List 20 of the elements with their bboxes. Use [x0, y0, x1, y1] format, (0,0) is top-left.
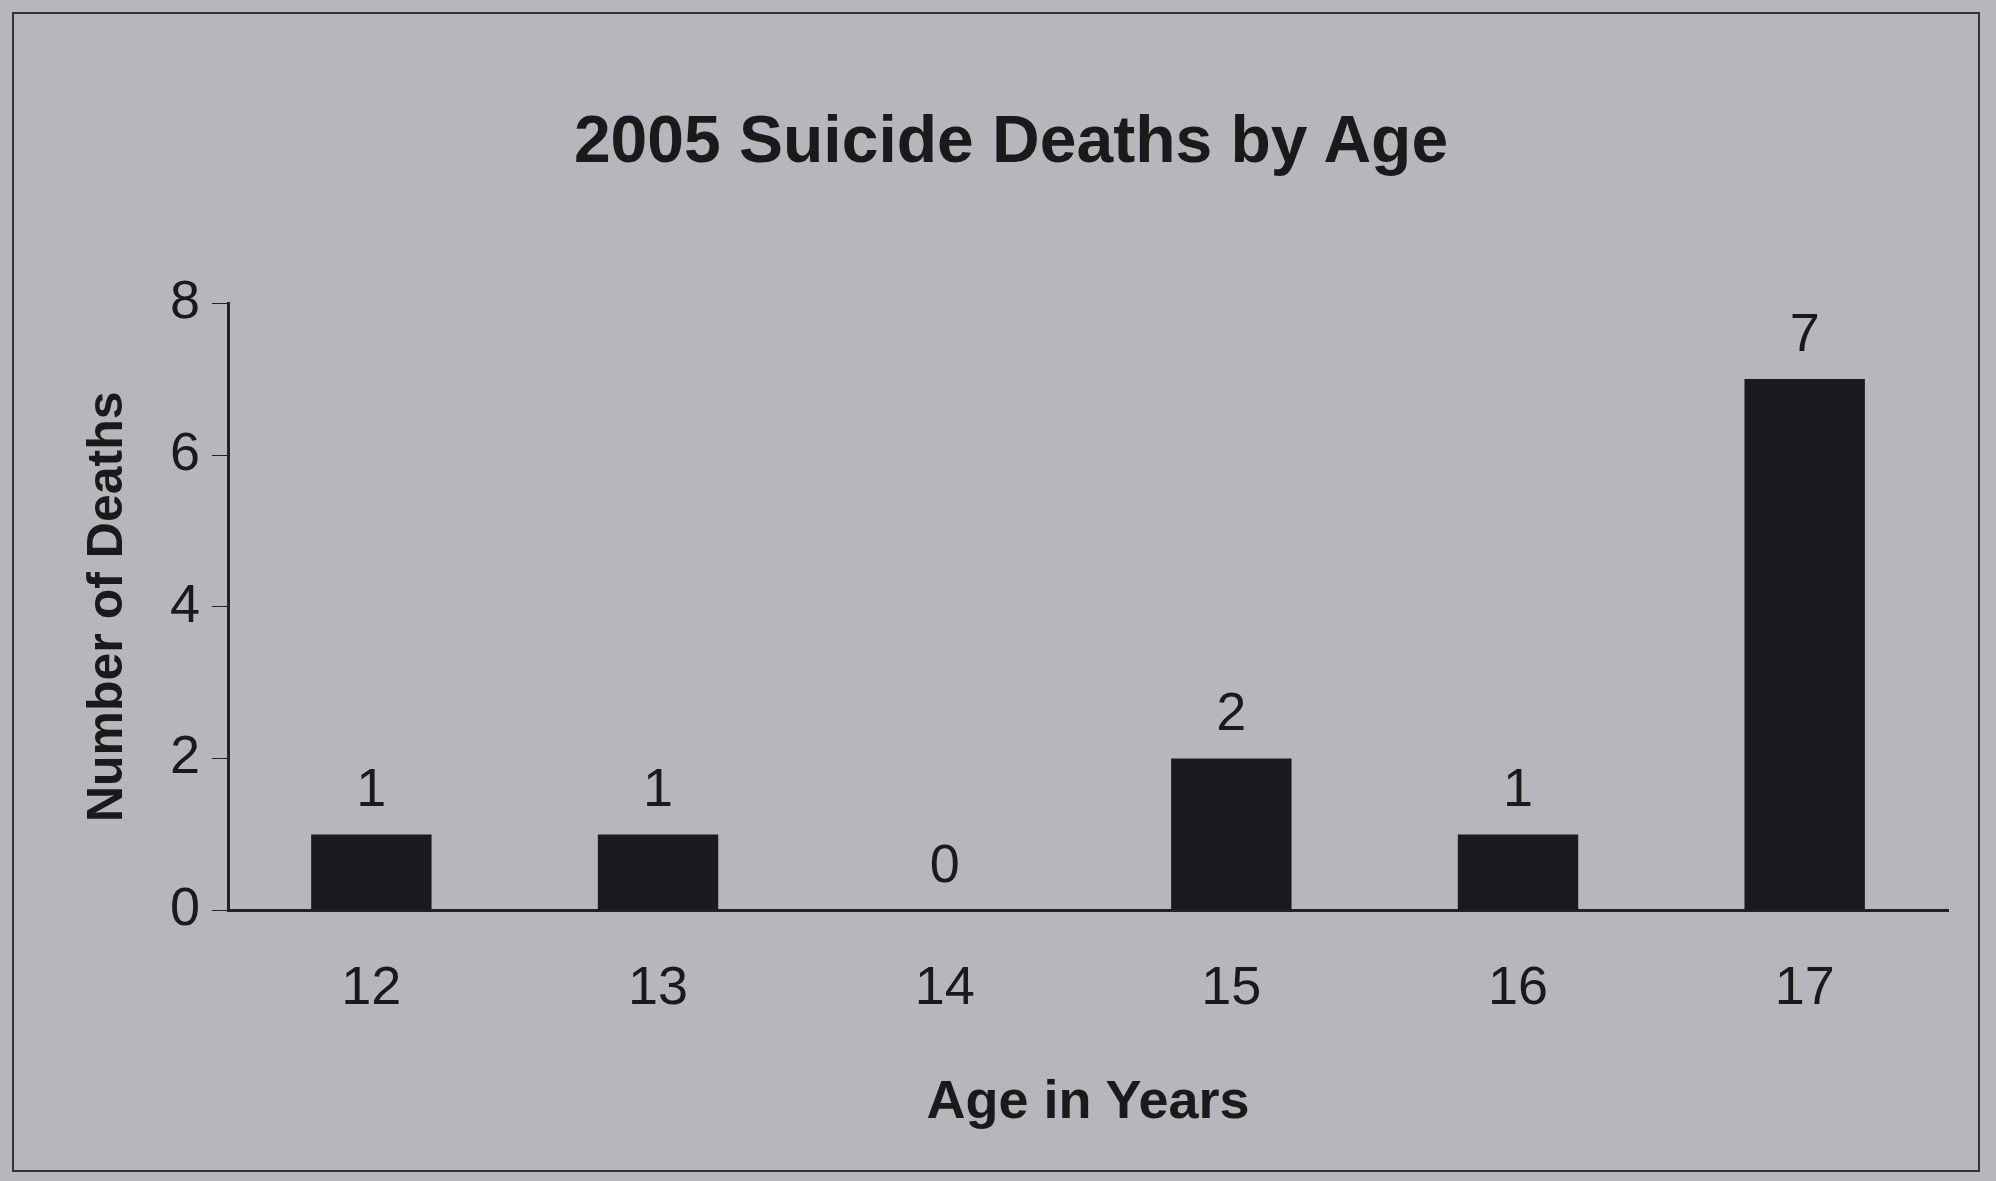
chart-title: 2005 Suicide Deaths by Age — [573, 101, 1449, 176]
data-label: 1 — [643, 757, 674, 818]
y-tick-label: 2 — [169, 724, 201, 785]
data-label: 1 — [1502, 757, 1534, 818]
y-tick-label: 6 — [169, 420, 201, 481]
x-tick-label: 17 — [1774, 954, 1835, 1015]
data-label: 2 — [1216, 681, 1247, 742]
data-label: 7 — [1789, 301, 1820, 362]
x-tick-label: 13 — [627, 954, 689, 1015]
x-tick-label: 12 — [341, 954, 402, 1015]
x-tick-label: 16 — [1487, 954, 1549, 1015]
data-label: 1 — [356, 757, 387, 818]
y-axis-title: Number of Deaths — [76, 391, 133, 823]
x-tick-label: 15 — [1201, 954, 1262, 1015]
data-label: 0 — [929, 833, 960, 894]
x-axis-title: Age in Years — [926, 1069, 1250, 1130]
y-tick-label: 0 — [169, 876, 201, 937]
y-tick-label: 4 — [169, 572, 201, 633]
x-tick-label: 14 — [914, 954, 975, 1015]
y-tick-label: 8 — [169, 269, 201, 330]
